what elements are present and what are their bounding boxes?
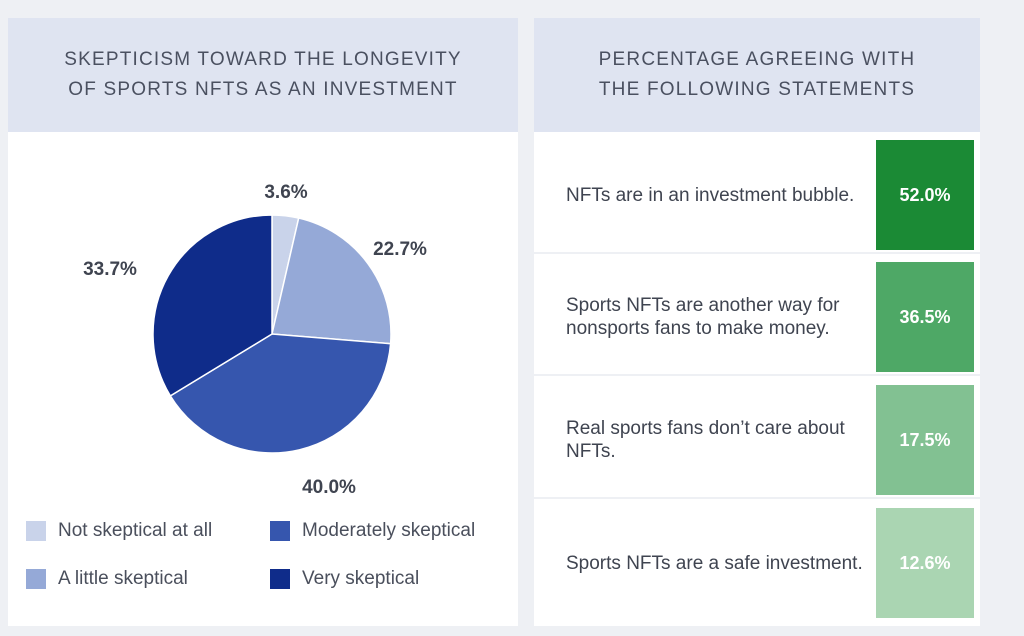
pie-slice-moderately-skeptical <box>169 333 392 454</box>
pie-slice-very-skeptical <box>152 214 273 397</box>
statement-value-box: 52.0% <box>876 140 974 250</box>
statement-row: Sports NFTs are a safe investment. 12.6% <box>534 504 980 622</box>
statement-text: Real sports fans don’t care about NFTs. <box>566 418 845 462</box>
row-divider <box>534 252 980 254</box>
pie-label-moderately-skeptical: 40.0% <box>302 477 356 498</box>
skepticism-title-line2: OF SPORTS NFTS AS AN INVESTMENT <box>68 79 458 100</box>
statement-value: 12.6% <box>899 552 951 573</box>
row-divider <box>534 374 980 376</box>
skepticism-title-line1: SKEPTICISM TOWARD THE LONGEVITY <box>64 49 462 70</box>
statement-text: NFTs are in an investment bubble. <box>566 184 855 206</box>
statement-text: Sports NFTs are another way for nonsport… <box>566 295 840 339</box>
row-divider <box>534 497 980 499</box>
legend-item-not-skeptical: Not skeptical at all <box>26 520 212 542</box>
pie-slice-little-skeptical <box>271 217 392 345</box>
legend-item-little-skeptical: A little skeptical <box>26 568 188 590</box>
pie-label-little-skeptical: 22.7% <box>373 239 427 260</box>
statements-panel-header: PERCENTAGE AGREEING WITH THE FOLLOWING S… <box>534 18 980 132</box>
statement-row: Real sports fans don’t care about NFTs. … <box>534 381 980 499</box>
legend-swatch-not-skeptical <box>26 521 46 541</box>
statements-panel: PERCENTAGE AGREEING WITH THE FOLLOWING S… <box>534 18 980 626</box>
legend-label-little-skeptical: A little skeptical <box>58 568 188 589</box>
statement-row: NFTs are in an investment bubble. 52.0% <box>534 136 980 254</box>
statements-title-line1: PERCENTAGE AGREEING WITH <box>598 49 916 70</box>
skepticism-panel: SKEPTICISM TOWARD THE LONGEVITY OF SPORT… <box>8 18 518 626</box>
legend-item-moderately-skeptical: Moderately skeptical <box>270 520 475 542</box>
statement-row: Sports NFTs are another way for nonsport… <box>534 258 980 376</box>
statement-value: 36.5% <box>899 306 951 327</box>
pie-slices <box>152 214 392 454</box>
legend-swatch-moderately-skeptical <box>270 521 290 541</box>
statement-value-box: 36.5% <box>876 262 974 372</box>
statements-title-line2: THE FOLLOWING STATEMENTS <box>598 79 916 100</box>
pie-label-very-skeptical: 33.7% <box>83 259 137 280</box>
legend-swatch-very-skeptical <box>270 569 290 589</box>
skepticism-panel-header: SKEPTICISM TOWARD THE LONGEVITY OF SPORT… <box>8 18 518 132</box>
legend-label-moderately-skeptical: Moderately skeptical <box>302 520 476 541</box>
pie-chart: 3.6% 22.7% 40.0% 33.7% <box>83 182 427 498</box>
legend-item-very-skeptical: Very skeptical <box>270 568 419 590</box>
statement-value-box: 17.5% <box>876 385 974 495</box>
statement-text: Sports NFTs are a safe investment. <box>566 552 863 574</box>
pie-label-not-skeptical: 3.6% <box>264 182 307 203</box>
legend-label-very-skeptical: Very skeptical <box>302 568 420 589</box>
statement-value: 17.5% <box>899 429 951 450</box>
statement-value-box: 12.6% <box>876 508 974 618</box>
legend-label-not-skeptical: Not skeptical at all <box>58 520 213 541</box>
legend-swatch-little-skeptical <box>26 569 46 589</box>
statement-value: 52.0% <box>899 184 951 205</box>
